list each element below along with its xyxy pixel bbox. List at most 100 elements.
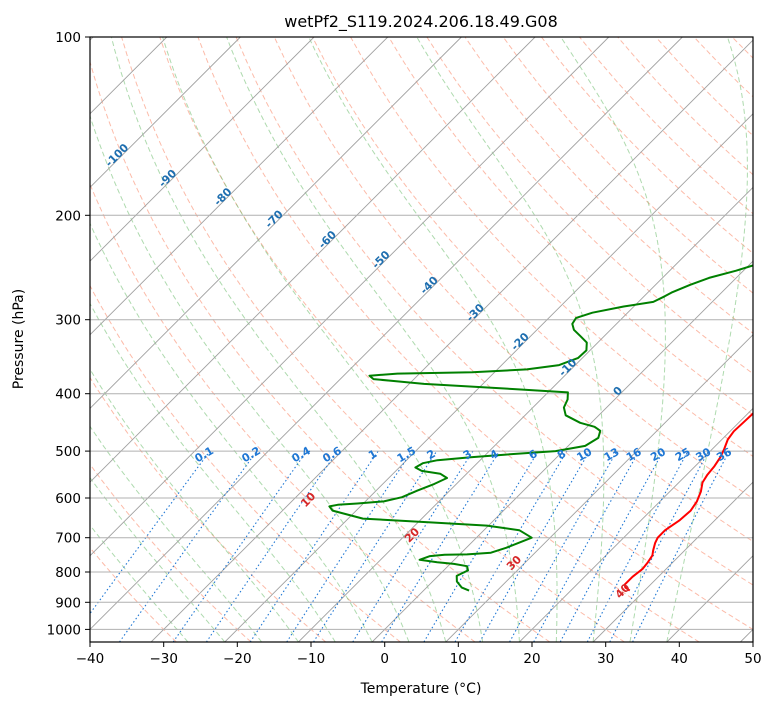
dry-adiabat-line: [426, 37, 753, 375]
moist-adiabat-line: [90, 476, 226, 642]
x-tick-label: −40: [76, 651, 105, 667]
dry-adiabat-line: [121, 37, 625, 642]
mixing-ratio-label: 0.2: [239, 444, 262, 465]
x-tick-label: 40: [671, 651, 688, 667]
mixing-ratio-label: 6: [526, 447, 539, 462]
y-tick-label: 900: [55, 595, 81, 611]
isotherm-label: -50: [369, 248, 392, 271]
y-tick-label: 100: [55, 30, 81, 46]
dry-adiabat-line: [90, 546, 177, 642]
mixing-ratio-line: [119, 450, 258, 642]
isotherm-line: [371, 260, 753, 642]
dry-adiabat-line: [90, 284, 401, 642]
mixing-ratio-label: 0.6: [320, 444, 344, 465]
moist-adiabat-line: [90, 302, 336, 642]
moist-adiabat-line: [90, 425, 262, 642]
sounding-series: [328, 264, 753, 592]
isotherm-label: 40: [613, 581, 633, 601]
dry-adiabat-line: [90, 182, 476, 642]
mixing-ratio-line: [313, 450, 438, 642]
y-axis-label: Pressure (hPa): [11, 289, 27, 389]
mixing-ratio-line: [352, 450, 474, 642]
dry-adiabat-line: [388, 37, 753, 416]
isotherm-line: [90, 37, 683, 631]
isotherm-label: -40: [418, 273, 441, 296]
isotherm-label: -90: [156, 167, 179, 190]
isotherm-line: [445, 334, 753, 642]
dry-adiabat-line: [693, 37, 753, 98]
plot-frame: [89, 36, 754, 643]
y-tick-label: 800: [55, 565, 81, 581]
x-tick-label: −30: [149, 651, 178, 667]
dry-adiabat-line: [197, 37, 753, 630]
isotherm-label: -80: [211, 185, 234, 208]
isotherm-line: [592, 481, 753, 642]
dry-adiabat-line: [90, 376, 327, 642]
x-tick-label: −10: [297, 651, 326, 667]
dry-adiabat-line: [617, 37, 753, 176]
mixing-ratio-label: 1: [366, 447, 379, 462]
y-tick-label: 500: [55, 444, 81, 460]
x-tick-label: −20: [223, 651, 252, 667]
moist-adiabat-line: [666, 37, 748, 642]
moist-adiabat-line: [110, 37, 447, 642]
background-lines: [90, 37, 775, 642]
moist-adiabat-line: [560, 37, 666, 642]
isotherm-line: [519, 407, 753, 642]
pressure-gridlines: [90, 36, 753, 630]
mixing-ratio-line: [90, 450, 211, 615]
y-tick-label: 1000: [47, 622, 81, 638]
mixing-ratio-line: [286, 450, 413, 642]
y-tick-label: 300: [55, 313, 81, 329]
dry-adiabat-line: [350, 37, 753, 458]
isotherm-line: [90, 37, 315, 262]
mixing-ratio-label: 0.4: [289, 444, 313, 465]
isotherm-line: [150, 39, 753, 642]
mixing-ratio-label: 3: [461, 447, 474, 462]
mixing-ratio-line: [205, 450, 338, 642]
dry-adiabat-line: [464, 37, 753, 334]
isotherm-line: [90, 37, 241, 189]
x-tick-label: 10: [450, 651, 467, 667]
mixing-ratio-label: 25: [673, 445, 693, 464]
mixing-ratio-line: [609, 450, 709, 642]
dry-adiabat-line: [311, 37, 753, 500]
mixing-ratio-label: 30: [693, 445, 713, 464]
y-tick-label: 600: [55, 491, 81, 507]
x-axis-label: Temperature (°C): [360, 681, 482, 697]
moist-adiabat-line: [226, 37, 520, 642]
isotherm-line: [90, 37, 536, 483]
x-tick-label: 0: [380, 651, 389, 667]
isotherm-label: -20: [509, 330, 532, 353]
dry-adiabat-line: [770, 37, 775, 642]
mixing-ratio-label: 1.5: [395, 444, 418, 465]
dewpoint-profile-line: [328, 264, 753, 592]
isotherm-line: [224, 113, 753, 642]
isotherm-label: -100: [103, 141, 132, 170]
contour-labels: -100-90-80-70-60-50-40-30-20-10010203040…: [103, 141, 735, 601]
mixing-ratio-label: 20: [648, 445, 668, 464]
isotherm-line: [298, 186, 753, 642]
moist-adiabat-line: [90, 114, 410, 642]
moist-adiabat-line: [90, 222, 373, 642]
mixing-ratio-line: [509, 450, 618, 642]
dry-adiabat-line: [159, 37, 700, 642]
y-tick-label: 200: [55, 208, 81, 224]
mixing-ratio-line: [533, 450, 640, 642]
isotherm-label: -60: [316, 228, 339, 251]
temperature-profile-line: [623, 412, 753, 592]
isotherm-line: [90, 37, 610, 557]
isotherm-label: 30: [504, 553, 524, 573]
moist-adiabat-line: [162, 37, 484, 642]
mixing-ratio-line: [381, 450, 500, 642]
x-tick-label: 20: [523, 651, 540, 667]
dry-adiabat-line: [541, 37, 753, 254]
mixing-ratio-line: [172, 450, 308, 642]
moist-adiabat-line: [308, 37, 558, 642]
dry-adiabat-line: [655, 37, 753, 137]
isotherm-line: [666, 555, 753, 642]
dry-adiabat-line: [90, 463, 252, 642]
chart-title: wetPf2_S119.2024.206.18.49.G08: [284, 12, 558, 32]
isotherm-line: [90, 37, 462, 410]
